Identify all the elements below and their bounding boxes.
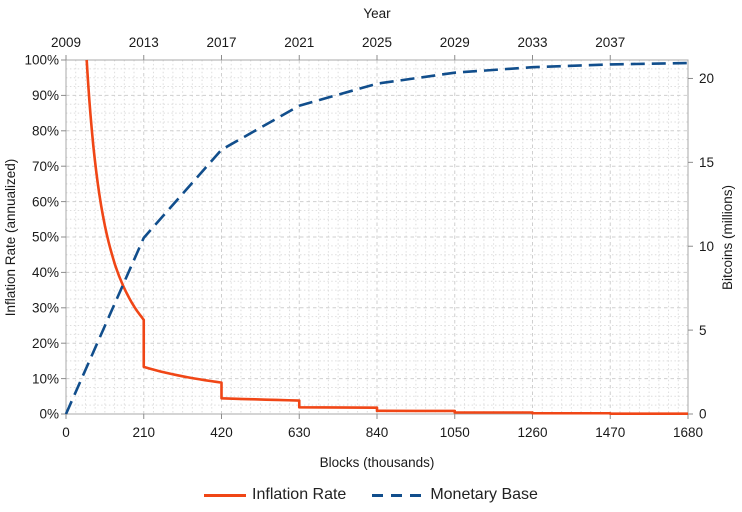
legend-label-monetary-base: Monetary Base	[430, 486, 538, 503]
inflation-rate-line-swatch	[204, 493, 247, 497]
x-tick-label: 420	[210, 425, 233, 440]
y-left-tick-label: 60%	[32, 194, 59, 209]
y-left-tick-label: 20%	[32, 336, 59, 351]
x-axis-title: Blocks (thousands)	[320, 455, 435, 470]
x-tick-label: 210	[132, 425, 155, 440]
year-tick-label: 2009	[51, 35, 81, 50]
monetary-base-line-swatch	[372, 493, 425, 497]
x-tick-label: 1050	[440, 425, 470, 440]
y-left-tick-label: 40%	[32, 265, 59, 280]
y-left-tick-label: 0%	[39, 407, 59, 422]
year-tick-label: 2029	[440, 35, 470, 50]
y-left-tick-label: 100%	[24, 53, 59, 68]
legend-label-inflation-rate: Inflation Rate	[252, 486, 347, 503]
x-tick-label: 840	[366, 425, 389, 440]
legend-item-inflation-rate: Inflation Rate	[204, 486, 346, 504]
y-left-tick-label: 70%	[32, 159, 59, 174]
y-left-tick-label: 10%	[32, 371, 59, 386]
inflation-rate-line	[85, 59, 688, 415]
year-tick-label: 2025	[362, 35, 392, 50]
y-right-tick-label: 15	[699, 155, 714, 170]
year-tick-label: 2017	[206, 35, 236, 50]
top-axis-title: Year	[363, 6, 391, 21]
monetary-base-line	[64, 61, 689, 415]
year-tick-label: 2033	[517, 35, 547, 50]
y-right-tick-label: 0	[699, 407, 707, 422]
y-left-tick-label: 80%	[32, 124, 59, 139]
y-right-tick-label: 10	[699, 239, 714, 254]
x-tick-label: 1470	[595, 425, 625, 440]
y-right-tick-label: 5	[699, 323, 707, 338]
legend-item-monetary-base: Monetary Base	[372, 486, 538, 504]
year-tick-label: 2021	[284, 35, 314, 50]
y-left-axis-title: Inflation Rate (annualized)	[3, 159, 18, 317]
year-tick-label: 2013	[129, 35, 159, 50]
y-right-tick-label: 20	[699, 71, 714, 86]
legend: Inflation Rate Monetary Base	[0, 486, 742, 504]
y-left-tick-label: 90%	[32, 88, 59, 103]
x-tick-label: 1260	[517, 425, 547, 440]
x-tick-label: 630	[288, 425, 311, 440]
year-tick-label: 2037	[595, 35, 625, 50]
y-left-tick-label: 30%	[32, 301, 59, 316]
x-tick-label: 1680	[673, 425, 703, 440]
y-left-tick-label: 50%	[32, 230, 59, 245]
y-right-axis-title: Bitcoins (millions)	[720, 185, 735, 290]
x-tick-label: 0	[62, 425, 70, 440]
